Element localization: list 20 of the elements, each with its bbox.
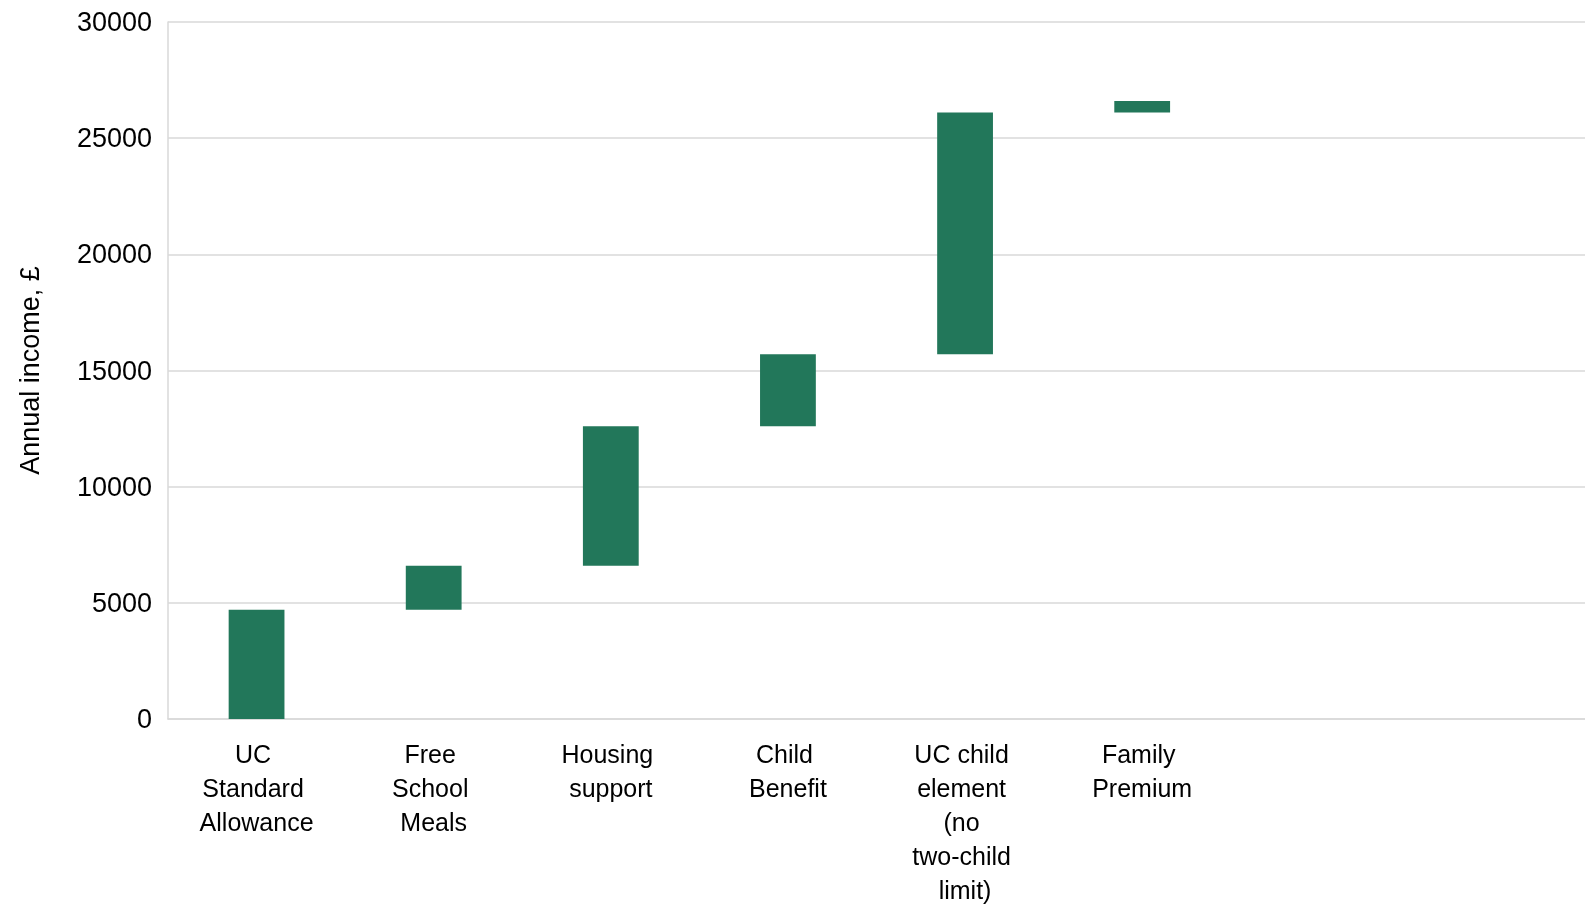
- x-tick-label: Housing support: [561, 740, 661, 802]
- y-tick-label: 30000: [76, 7, 152, 37]
- x-tick-label: Family Premium: [1092, 740, 1193, 802]
- y-axis-title: Annual income, £: [14, 266, 45, 475]
- y-tick-label: 15000: [76, 355, 152, 386]
- x-tick-label: UC Standard Allowance: [199, 740, 314, 836]
- bar: [760, 354, 816, 427]
- y-tick-label: 25000: [76, 123, 152, 154]
- bar: [582, 426, 639, 566]
- y-tick-label: 10000: [76, 471, 152, 502]
- y-tick-label: 0: [136, 704, 152, 734]
- bar: [937, 112, 993, 355]
- x-tick-label: Child Benefit: [749, 740, 827, 802]
- bar: [228, 609, 285, 719]
- y-tick-label: 20000: [76, 239, 152, 270]
- x-tick-label: Free School Meals: [391, 740, 476, 836]
- bar: [1114, 100, 1171, 113]
- y-tick-label: 5000: [91, 587, 152, 618]
- bar: [405, 565, 462, 610]
- x-tick-label: UC child element (no two-child limit): [912, 740, 1018, 904]
